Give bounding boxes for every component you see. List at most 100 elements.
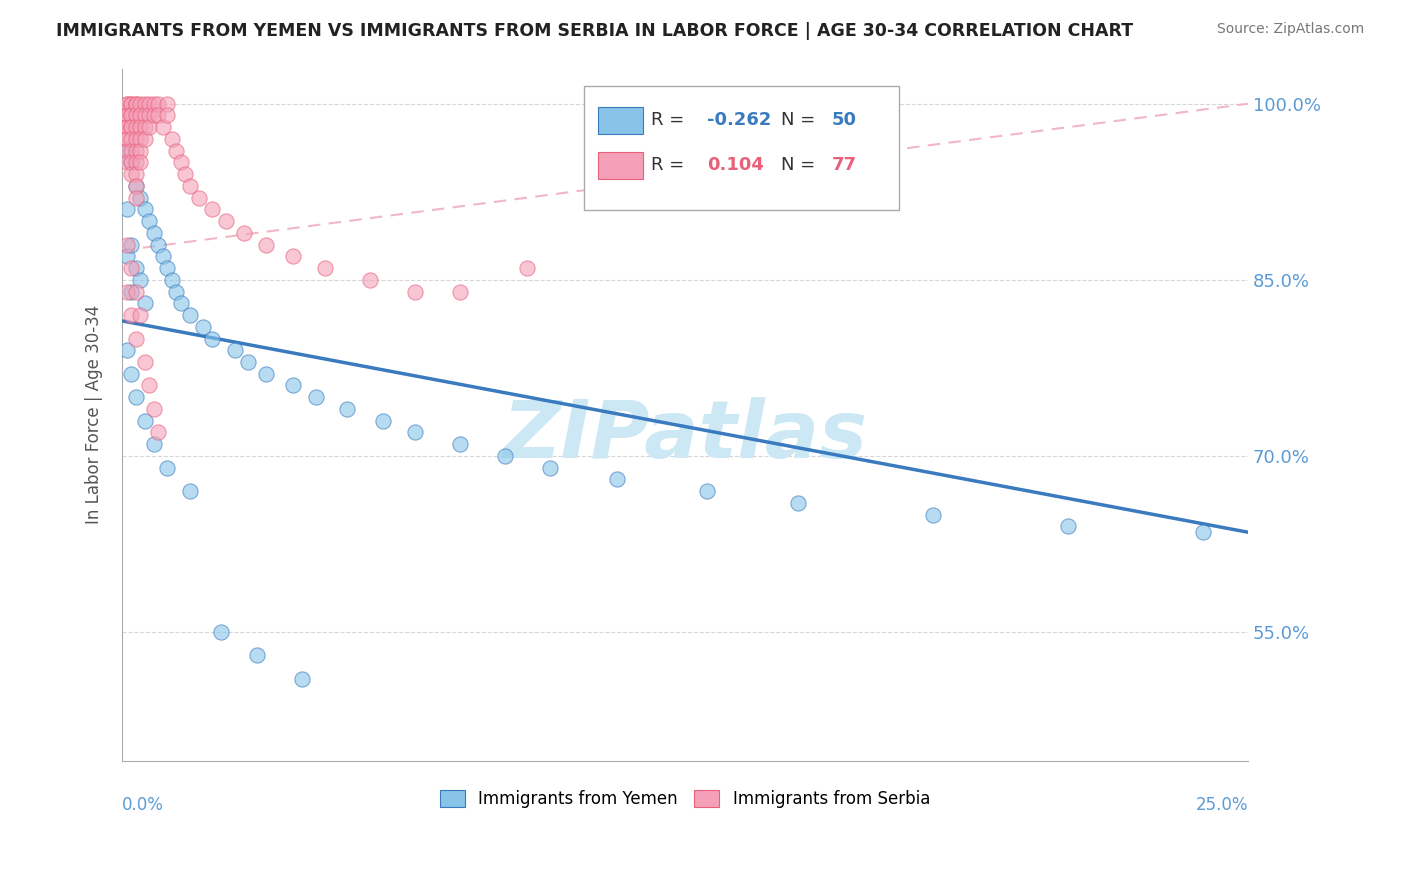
Point [124, 331, 146, 345]
Point [449, 437, 471, 451]
Point [115, 249, 138, 263]
Text: -0.262: -0.262 [707, 112, 772, 129]
Point [115, 343, 138, 358]
Point [146, 96, 169, 111]
Point [1056, 519, 1078, 533]
Point [129, 144, 152, 158]
Point [138, 96, 160, 111]
Point [786, 496, 808, 510]
Point [120, 96, 142, 111]
Point [146, 108, 169, 122]
Point [134, 296, 156, 310]
Point [146, 425, 169, 440]
Point [152, 249, 174, 263]
Point [124, 132, 146, 146]
Point [124, 96, 146, 111]
Point [120, 108, 142, 122]
Y-axis label: In Labor Force | Age 30-34: In Labor Force | Age 30-34 [86, 305, 103, 524]
Point [606, 472, 628, 486]
Point [115, 120, 138, 135]
Text: Source: ZipAtlas.com: Source: ZipAtlas.com [1216, 22, 1364, 37]
Point [129, 120, 152, 135]
Point [115, 237, 138, 252]
Text: R =: R = [651, 156, 690, 175]
Point [134, 120, 156, 135]
Point [359, 273, 381, 287]
Point [254, 367, 277, 381]
Point [156, 261, 179, 276]
Point [314, 261, 336, 276]
Point [129, 108, 152, 122]
Point [169, 296, 191, 310]
Point [120, 308, 142, 322]
Point [124, 144, 146, 158]
Point [115, 202, 138, 217]
Point [134, 414, 156, 428]
Point [134, 202, 156, 217]
Point [165, 144, 187, 158]
Point [124, 155, 146, 169]
Point [120, 120, 142, 135]
Point [201, 331, 224, 345]
Point [134, 108, 156, 122]
Point [115, 132, 138, 146]
Point [120, 261, 142, 276]
Point [138, 120, 160, 135]
Point [120, 285, 142, 299]
Point [120, 120, 142, 135]
Point [115, 96, 138, 111]
Bar [599, 152, 644, 179]
Text: 0.104: 0.104 [707, 156, 765, 175]
Point [134, 96, 156, 111]
Point [120, 132, 142, 146]
Point [115, 144, 138, 158]
Point [120, 96, 142, 111]
Point [120, 155, 142, 169]
Point [124, 261, 146, 276]
Point [169, 155, 191, 169]
Point [373, 414, 395, 428]
Point [124, 120, 146, 135]
Point [283, 249, 305, 263]
Point [124, 191, 146, 205]
Point [134, 132, 156, 146]
Point [214, 214, 236, 228]
Point [142, 401, 165, 416]
Text: 0.0%: 0.0% [122, 797, 165, 814]
Point [134, 355, 156, 369]
Point [305, 390, 328, 404]
Point [115, 155, 138, 169]
Point [138, 108, 160, 122]
Point [124, 178, 146, 193]
Point [115, 108, 138, 122]
Point [160, 273, 183, 287]
Point [156, 96, 179, 111]
Point [142, 226, 165, 240]
Text: N =: N = [780, 112, 821, 129]
Text: 25.0%: 25.0% [1195, 797, 1249, 814]
Point [236, 355, 259, 369]
Point [160, 132, 183, 146]
Point [124, 108, 146, 122]
Point [404, 425, 426, 440]
Point [115, 96, 138, 111]
Point [124, 285, 146, 299]
Point [115, 132, 138, 146]
Point [538, 460, 561, 475]
Point [156, 108, 179, 122]
Point [921, 508, 943, 522]
Point [124, 96, 146, 111]
Point [142, 96, 165, 111]
Point [142, 108, 165, 122]
Point [232, 226, 254, 240]
Point [187, 191, 209, 205]
Point [146, 237, 169, 252]
Text: 50: 50 [831, 112, 856, 129]
Point [1191, 525, 1213, 540]
Point [115, 120, 138, 135]
Point [201, 202, 224, 217]
Text: R =: R = [651, 112, 690, 129]
Point [404, 285, 426, 299]
Point [120, 108, 142, 122]
Point [494, 449, 516, 463]
